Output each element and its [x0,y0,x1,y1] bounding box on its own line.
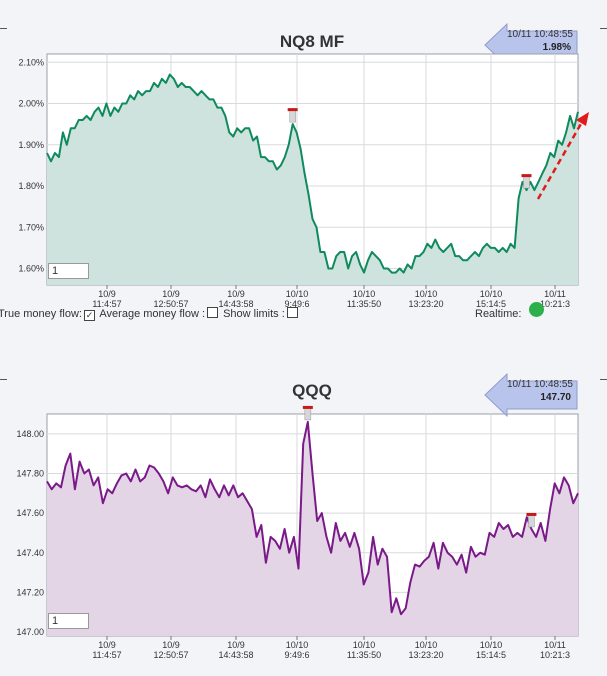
price-badge[interactable]: 10/11 10:48:55 147.70 [483,372,583,418]
x-tick-time: 10:21:3 [540,650,570,660]
badge-value: 147.70 [540,392,571,403]
signal-marker-cap [302,405,313,409]
series-line [46,73,579,274]
x-tick-time: 11:4:57 [92,650,121,660]
signal-marker-cap [287,108,298,112]
badge-timestamp: 10/11 10:48:55 [507,29,573,40]
badge-value: 1.98% [542,42,571,53]
signal-marker [523,175,530,189]
y-tick-label: 147.20 [16,587,44,597]
y-tick-label: 147.00 [16,627,44,637]
y-tick-label: 148.00 [16,429,44,439]
x-tick-time: 15:14:5 [476,650,506,660]
true-money-flow-checkbox[interactable]: ✓ [83,310,95,321]
badge-arrow-icon [484,372,578,418]
chart-title: QQQ [292,381,332,400]
show-limits-label: Show limits : [223,308,285,320]
x-tick-time: 11:35:50 [347,650,381,660]
x-tick-date: 10/9 [227,289,245,299]
edge-tick [0,28,7,29]
x-tick-time: 13:23:20 [408,299,443,309]
series-area [47,421,578,636]
x-tick-time: 12:50:57 [153,299,188,309]
x-tick-date: 10/9 [162,640,180,650]
x-tick-time: 9:49:6 [284,650,309,660]
x-tick-date: 10/9 [227,640,245,650]
edge-tick [600,28,607,29]
x-tick-time: 14:43:58 [218,299,253,309]
badge-timestamp: 10/11 10:48:55 [507,379,573,390]
show-limits-checkbox[interactable] [286,307,298,318]
x-tick-time: 10:21:3 [540,299,570,309]
x-tick-date: 10/10 [286,640,309,650]
x-tick-date: 10/11 [544,289,566,299]
x-tick-date: 10/10 [415,640,438,650]
x-tick-time: 12:50:57 [153,650,188,660]
y-tick-label: 147.80 [16,468,44,478]
x-tick-date: 10/10 [480,640,503,650]
true-money-flow-label: True money flow: [0,308,82,320]
series-area [47,74,578,285]
period-input[interactable]: 1 [48,613,89,629]
trend-arrow-head-icon [576,112,589,126]
flow-controls: True money flow: ✓ Average money flow : S… [0,307,300,321]
realtime-label: Realtime: [475,308,522,320]
x-tick-date: 10/10 [480,289,503,299]
y-tick-label: 1.70% [18,222,44,232]
y-tick-label: 147.60 [16,508,44,518]
y-tick-label: 2.10% [18,57,44,67]
x-tick-date: 10/10 [415,289,438,299]
signal-marker [528,514,535,528]
average-money-flow-label: Average money flow : [99,308,205,320]
signal-marker-cap [521,174,532,178]
chart-title: NQ8 MF [279,32,345,51]
x-tick-date: 10/9 [98,640,116,650]
edge-tick [600,379,607,380]
trend-arrow [536,121,584,200]
y-tick-label: 147.40 [16,548,44,558]
x-tick-time: 14:43:58 [218,650,253,660]
y-tick-label: 1.80% [18,181,44,191]
x-tick-time: 11:4:57 [92,299,121,309]
x-tick-time: 13:23:20 [408,650,443,660]
realtime-status-icon [529,302,544,317]
x-tick-time: 15:14:5 [476,299,506,309]
x-tick-time: 9:49:6 [284,299,309,309]
x-tick-date: 10/10 [286,289,309,299]
x-tick-date: 10/9 [98,289,116,299]
series-line [46,420,579,616]
average-money-flow-checkbox[interactable] [207,307,218,318]
y-tick-label: 1.90% [18,140,44,150]
x-tick-date: 10/11 [544,640,566,650]
y-tick-label: 1.60% [18,264,44,274]
x-tick-date: 10/10 [353,640,376,650]
edge-tick [0,379,7,380]
x-tick-date: 10/9 [162,289,180,299]
x-tick-time: 11:35:50 [347,299,381,309]
period-input[interactable]: 1 [48,263,89,279]
y-tick-label: 2.00% [18,99,44,109]
signal-marker [289,109,296,123]
x-tick-date: 10/10 [353,289,376,299]
signal-marker-cap [526,512,537,516]
signal-marker [304,407,312,421]
